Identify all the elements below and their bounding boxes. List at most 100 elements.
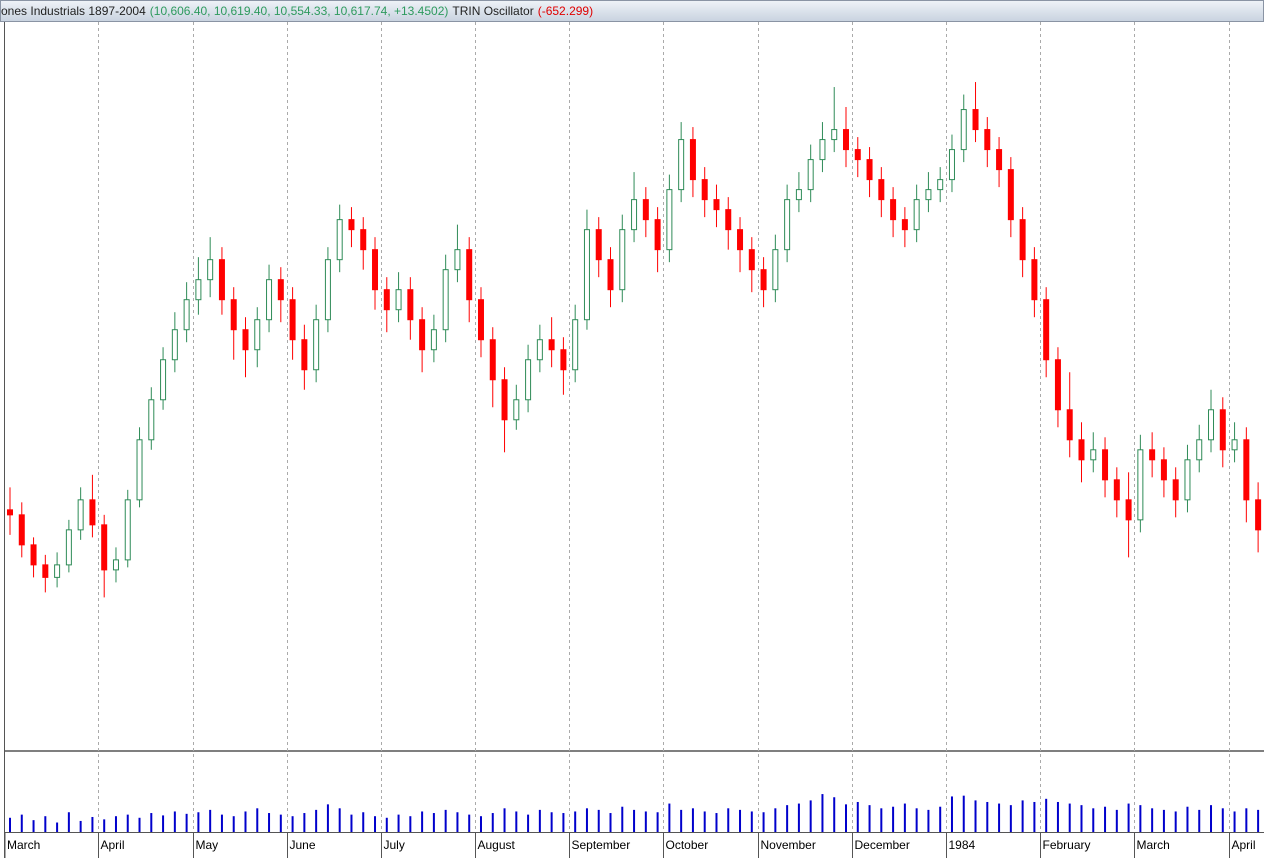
candle-body (654, 219, 661, 251)
candle-body (583, 229, 590, 321)
volume-bar (326, 804, 329, 832)
volume-bar (1257, 809, 1260, 832)
candle-body (218, 259, 225, 301)
volume-bar (103, 819, 106, 832)
candle-body (1102, 449, 1109, 481)
chart-title: ones Industrials 1897-2004 (1, 4, 146, 18)
volume-bar (244, 811, 247, 832)
volume-bar (1233, 811, 1236, 832)
candle-body (1172, 479, 1179, 501)
volume-bar (538, 809, 541, 832)
volume-bar (350, 814, 353, 832)
indicator-value: (-652.299) (537, 4, 594, 18)
candle-body (536, 339, 543, 361)
volume-bar (1174, 811, 1177, 832)
candle-body (1231, 439, 1238, 451)
candle-body (1160, 459, 1167, 481)
candle-body (607, 259, 614, 291)
indicator-name: TRIN Oscillator (452, 4, 534, 18)
volume-bar (1139, 805, 1142, 832)
candle-body (760, 269, 767, 291)
volume-bar (362, 812, 365, 832)
volume-bar (126, 814, 129, 832)
candle-body (148, 399, 155, 441)
candle-body (430, 329, 437, 351)
candle-body (548, 339, 555, 351)
candle-body (242, 329, 249, 351)
candle-body (631, 199, 638, 231)
candle-body (913, 199, 920, 231)
volume-bar (1033, 801, 1036, 832)
candle-body (360, 229, 367, 251)
volume-bar (44, 816, 47, 832)
volume-bar (185, 813, 188, 832)
x-tick-label: May (196, 838, 219, 852)
x-tick-label: April (101, 838, 125, 852)
candle-body (101, 524, 108, 571)
candle-body (1090, 449, 1097, 461)
candle-body (160, 359, 167, 401)
volume-bar (515, 811, 518, 832)
candle-body (254, 319, 261, 351)
candle-body (477, 299, 484, 341)
candle-body (230, 299, 237, 331)
volume-bar (797, 803, 800, 832)
volume-bar (9, 817, 11, 832)
volume-bar (32, 820, 35, 832)
candle-body (831, 129, 838, 141)
candle-body (937, 179, 944, 191)
candle-body (1196, 439, 1203, 461)
candle-body (112, 559, 119, 571)
candle-body (442, 269, 449, 331)
candle-body (854, 149, 861, 161)
candle-body (1255, 499, 1262, 531)
volume-bar (1162, 809, 1165, 832)
candle-body (678, 139, 685, 191)
volume-bar (20, 814, 23, 832)
volume-bar (173, 811, 176, 832)
candle-body (7, 509, 13, 516)
candle-body (277, 279, 284, 301)
candle-body (843, 129, 849, 151)
candle-body (407, 289, 414, 321)
candle-body (301, 339, 308, 371)
volume-bar (680, 809, 683, 832)
volume-bar (291, 816, 294, 832)
candle-body (324, 259, 331, 321)
volume-bar (821, 794, 824, 832)
volume-bar (644, 811, 647, 832)
volume-bar (1104, 806, 1107, 832)
candle-body (136, 439, 143, 501)
volume-bar (503, 808, 506, 832)
volume-bar (1210, 805, 1213, 832)
candle-body (1043, 299, 1050, 361)
volume-bar (1127, 803, 1130, 832)
volume-bar (150, 813, 153, 832)
candle-body (42, 564, 49, 578)
candle-body (1078, 439, 1085, 461)
volume-bar (621, 806, 624, 832)
candle-body (1243, 439, 1250, 501)
candle-body (619, 229, 626, 291)
candle-body (395, 289, 402, 311)
volume-bar (939, 806, 942, 832)
volume-bar (209, 809, 212, 832)
candle-body (348, 219, 355, 231)
candle-body (1208, 409, 1215, 441)
candle-body (336, 219, 343, 261)
volume-bar (727, 808, 730, 832)
candle-body (1113, 479, 1120, 501)
volume-bar (880, 808, 883, 832)
candle-body (1137, 449, 1144, 521)
x-tick-label: December (855, 838, 910, 852)
volume-bar (892, 806, 895, 832)
volume-bar (479, 816, 482, 832)
volume-bar (868, 805, 871, 832)
volume-bar (256, 808, 259, 832)
candle-body (1031, 259, 1038, 301)
candle-body (925, 189, 932, 201)
candle-body (454, 249, 461, 271)
volume-bar (385, 817, 388, 832)
volume-bar (1021, 800, 1024, 832)
volume-bar (67, 812, 70, 832)
